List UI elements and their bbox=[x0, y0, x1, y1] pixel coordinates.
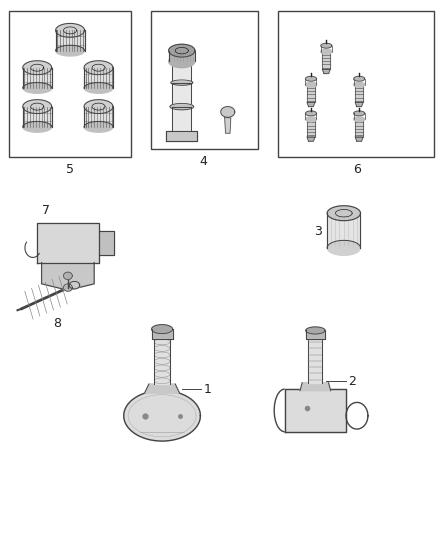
Polygon shape bbox=[327, 240, 360, 255]
Text: 5: 5 bbox=[66, 163, 74, 175]
Polygon shape bbox=[327, 206, 360, 221]
Text: 6: 6 bbox=[353, 163, 361, 175]
Polygon shape bbox=[221, 107, 235, 117]
Polygon shape bbox=[172, 83, 191, 103]
Text: 1: 1 bbox=[204, 383, 212, 395]
Text: 8: 8 bbox=[53, 317, 61, 330]
Polygon shape bbox=[69, 281, 80, 289]
Polygon shape bbox=[305, 111, 317, 116]
Polygon shape bbox=[171, 80, 193, 85]
Polygon shape bbox=[84, 83, 113, 93]
Polygon shape bbox=[306, 330, 325, 339]
Polygon shape bbox=[285, 389, 346, 432]
Polygon shape bbox=[56, 30, 85, 51]
Polygon shape bbox=[42, 262, 94, 289]
Polygon shape bbox=[172, 107, 191, 131]
Polygon shape bbox=[353, 111, 365, 116]
Polygon shape bbox=[322, 52, 330, 69]
Polygon shape bbox=[327, 213, 360, 248]
Polygon shape bbox=[353, 117, 365, 122]
Polygon shape bbox=[307, 137, 315, 141]
Polygon shape bbox=[84, 61, 113, 75]
Polygon shape bbox=[321, 43, 332, 48]
Polygon shape bbox=[37, 223, 99, 262]
Polygon shape bbox=[225, 118, 231, 133]
Polygon shape bbox=[64, 284, 72, 291]
Polygon shape bbox=[23, 107, 52, 127]
Polygon shape bbox=[23, 83, 52, 93]
Polygon shape bbox=[300, 383, 331, 391]
Polygon shape bbox=[306, 327, 325, 334]
Polygon shape bbox=[124, 391, 201, 441]
Polygon shape bbox=[322, 69, 330, 74]
Polygon shape bbox=[23, 61, 52, 75]
Polygon shape bbox=[307, 119, 315, 137]
Polygon shape bbox=[321, 49, 332, 54]
Polygon shape bbox=[56, 23, 85, 37]
Bar bbox=[151, 11, 258, 149]
Polygon shape bbox=[23, 68, 52, 88]
Polygon shape bbox=[154, 339, 170, 384]
Polygon shape bbox=[355, 119, 363, 137]
Polygon shape bbox=[145, 384, 180, 393]
Text: 2: 2 bbox=[348, 375, 356, 387]
Polygon shape bbox=[170, 103, 194, 110]
Polygon shape bbox=[169, 44, 195, 57]
Polygon shape bbox=[84, 122, 113, 132]
Polygon shape bbox=[23, 100, 52, 114]
Polygon shape bbox=[353, 82, 365, 87]
Polygon shape bbox=[355, 137, 363, 141]
Polygon shape bbox=[307, 102, 315, 107]
Polygon shape bbox=[355, 102, 363, 107]
Polygon shape bbox=[305, 76, 317, 81]
Polygon shape bbox=[355, 85, 363, 102]
Polygon shape bbox=[84, 68, 113, 88]
Polygon shape bbox=[169, 51, 195, 61]
Polygon shape bbox=[305, 117, 317, 122]
Polygon shape bbox=[169, 55, 195, 68]
Polygon shape bbox=[84, 100, 113, 114]
Polygon shape bbox=[172, 61, 191, 80]
Text: 4: 4 bbox=[200, 155, 208, 167]
Text: 7: 7 bbox=[42, 204, 49, 217]
Polygon shape bbox=[84, 107, 113, 127]
Polygon shape bbox=[305, 82, 317, 87]
Polygon shape bbox=[166, 131, 197, 141]
Polygon shape bbox=[99, 230, 114, 254]
Polygon shape bbox=[353, 76, 365, 81]
Bar bbox=[9, 11, 131, 157]
Polygon shape bbox=[56, 45, 85, 56]
Polygon shape bbox=[152, 325, 173, 334]
Polygon shape bbox=[308, 339, 322, 383]
Polygon shape bbox=[64, 272, 72, 279]
Bar bbox=[278, 11, 434, 157]
Text: 3: 3 bbox=[314, 225, 322, 238]
Polygon shape bbox=[307, 85, 315, 102]
Polygon shape bbox=[152, 329, 173, 339]
Polygon shape bbox=[23, 122, 52, 132]
